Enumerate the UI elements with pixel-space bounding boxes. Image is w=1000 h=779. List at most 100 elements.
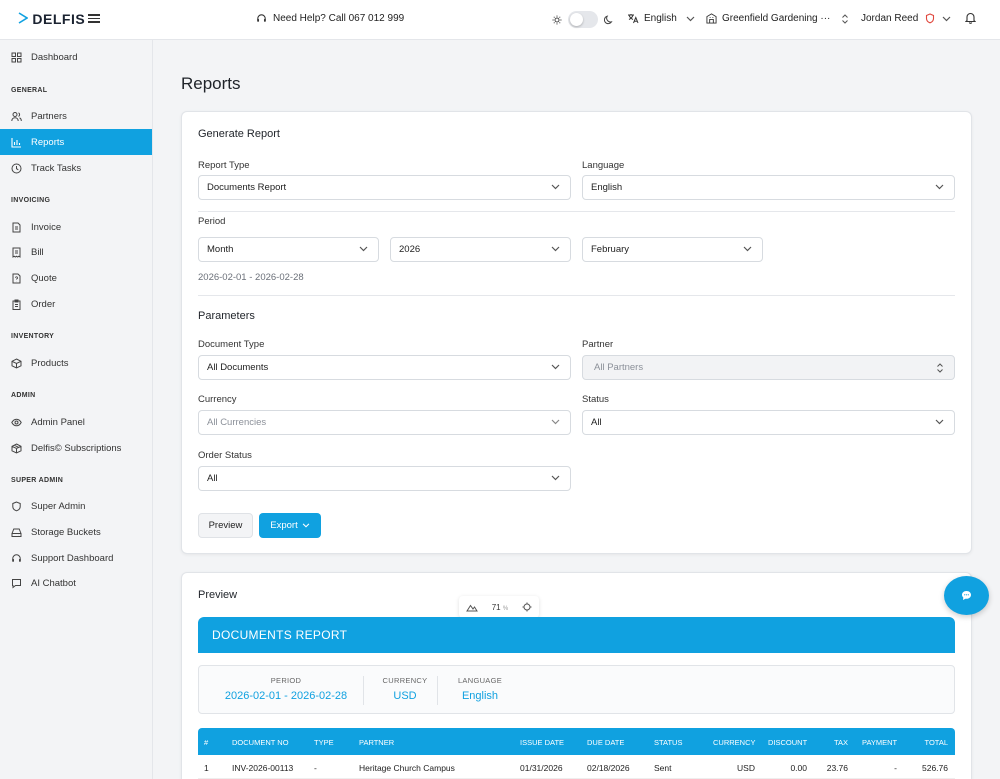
currency-label: Currency xyxy=(198,394,237,405)
report-table-header: # DOCUMENT NO TYPE PARTNER ISSUE DATE DU… xyxy=(198,728,955,755)
report-banner: DOCUMENTS REPORT xyxy=(198,617,955,653)
sidebar-item-label: Reports xyxy=(31,136,65,148)
box-icon xyxy=(11,357,22,369)
sidebar-item-support-dashboard[interactable]: Support Dashboard xyxy=(0,545,152,571)
section-super-admin: SUPER ADMIN xyxy=(11,477,64,484)
sidebar-item-storage-buckets[interactable]: Storage Buckets xyxy=(0,519,152,545)
col-status: STATUS xyxy=(654,738,683,747)
users-icon xyxy=(11,111,22,121)
order-status-select[interactable]: All xyxy=(198,466,571,491)
meta-language-label: LANGUAGE xyxy=(457,676,503,685)
headset-icon xyxy=(12,553,21,562)
meta-language: LANGUAGE English xyxy=(449,676,511,702)
section-invoicing: INVOICING xyxy=(11,197,51,204)
sidebar-item-super-admin[interactable]: Super Admin xyxy=(0,493,152,519)
period-year-value: 2026 xyxy=(399,244,421,255)
cell-partner: Heritage Church Campus xyxy=(359,763,455,773)
zoom-out-icon[interactable] xyxy=(465,603,478,612)
chat-launcher-button[interactable] xyxy=(944,576,989,615)
help-text: Need Help? Call 067 012 999 xyxy=(273,13,405,24)
recenter-icon[interactable] xyxy=(522,602,532,612)
sidebar-item-admin-panel[interactable]: Admin Panel xyxy=(0,409,152,435)
export-label: Export xyxy=(270,520,298,531)
receipt-icon xyxy=(12,247,21,258)
help-contact[interactable]: Need Help? Call 067 012 999 xyxy=(256,13,404,24)
cell-discount: 0.00 xyxy=(790,763,807,773)
sidebar-item-partners[interactable]: Partners xyxy=(0,103,152,129)
meta-currency-value: USD xyxy=(393,690,417,702)
building-icon xyxy=(706,13,717,24)
preview-button[interactable]: Preview xyxy=(198,513,253,538)
sidebar: Dashboard GENERAL Partners Reports Track… xyxy=(0,40,153,779)
document-icon xyxy=(12,222,21,232)
sidebar-item-dashboard[interactable]: Dashboard xyxy=(0,44,152,70)
shield-icon xyxy=(926,13,935,24)
cell-num: 1 xyxy=(204,763,209,773)
chevron-down-icon xyxy=(551,246,560,252)
chevron-down-icon xyxy=(551,475,560,481)
cell-currency: USD xyxy=(737,763,755,773)
language-label: Language xyxy=(582,160,625,171)
chat-icon xyxy=(12,578,21,589)
language-select[interactable]: English xyxy=(582,175,955,200)
chat-bubble-icon xyxy=(962,591,971,600)
file-question-icon xyxy=(12,273,21,283)
sidebar-item-subscriptions[interactable]: Delfis© Subscriptions xyxy=(0,435,152,461)
document-type-value: All Documents xyxy=(207,362,269,373)
sidebar-item-quote[interactable]: Quote xyxy=(0,265,152,291)
partner-label: Partner xyxy=(582,339,614,350)
meta-currency: CURRENCY USD xyxy=(375,676,435,702)
zoom-level: 71 % xyxy=(492,603,508,612)
section-general: GENERAL xyxy=(11,87,48,94)
hard-drive-icon xyxy=(11,528,22,537)
menu-toggle-icon[interactable] xyxy=(88,12,100,24)
chevron-down-icon xyxy=(359,246,368,252)
col-total: TOTAL xyxy=(924,738,948,747)
language-selector[interactable]: English xyxy=(627,13,695,24)
status-select[interactable]: All xyxy=(582,410,955,435)
sidebar-item-bill[interactable]: Bill xyxy=(0,239,152,265)
sidebar-item-ai-chatbot[interactable]: AI Chatbot xyxy=(0,570,152,596)
period-month-value: February xyxy=(591,244,630,255)
logo[interactable]: DELFIS xyxy=(18,11,85,27)
sidebar-item-order[interactable]: Order xyxy=(0,291,152,317)
col-type: TYPE xyxy=(314,738,334,747)
sidebar-item-reports[interactable]: Reports xyxy=(0,129,152,155)
translate-icon xyxy=(628,14,639,24)
user-menu[interactable]: Jordan Reed xyxy=(861,13,951,24)
bar-chart-icon xyxy=(11,137,21,148)
sidebar-item-label: Bill xyxy=(31,246,44,258)
theme-toggle[interactable] xyxy=(568,11,598,28)
report-title: DOCUMENTS REPORT xyxy=(212,628,348,642)
sun-icon xyxy=(552,15,562,24)
sidebar-item-invoice[interactable]: Invoice xyxy=(0,214,152,240)
notifications-bell-icon[interactable] xyxy=(964,12,977,27)
document-type-select[interactable]: All Documents xyxy=(198,355,571,380)
company-selector[interactable]: Greenfield Gardening ··· xyxy=(706,13,849,24)
col-currency: CURRENCY xyxy=(713,738,756,747)
table-row[interactable]: 1 INV-2026-00113 - Heritage Church Campu… xyxy=(198,755,955,779)
status-label: Status xyxy=(582,394,609,405)
chevron-down-icon xyxy=(302,523,310,528)
zoom-value: 71 xyxy=(491,602,501,612)
period-unit-select[interactable]: Month xyxy=(198,237,379,262)
status-value: All xyxy=(591,417,602,428)
report-type-select[interactable]: Documents Report xyxy=(198,175,571,200)
chevron-down-icon xyxy=(935,184,944,190)
currency-value: All Currencies xyxy=(207,417,267,428)
meta-currency-label: CURRENCY xyxy=(382,676,428,685)
period-month-select[interactable]: February xyxy=(582,237,763,262)
divider xyxy=(198,295,955,296)
sidebar-item-label: Admin Panel xyxy=(31,416,85,428)
sidebar-item-label: AI Chatbot xyxy=(31,577,76,589)
theme-switch[interactable] xyxy=(552,11,614,28)
col-num: # xyxy=(204,738,209,747)
export-button[interactable]: Export xyxy=(259,513,321,538)
partner-select[interactable]: All Partners xyxy=(582,355,955,380)
cell-doc-no: INV-2026-00113 xyxy=(232,763,294,773)
col-issue-date: ISSUE DATE xyxy=(520,738,565,747)
sidebar-item-track-tasks[interactable]: Track Tasks xyxy=(0,155,152,181)
sidebar-item-products[interactable]: Products xyxy=(0,350,152,376)
period-year-select[interactable]: 2026 xyxy=(390,237,571,262)
currency-select[interactable]: All Currencies xyxy=(198,410,571,435)
